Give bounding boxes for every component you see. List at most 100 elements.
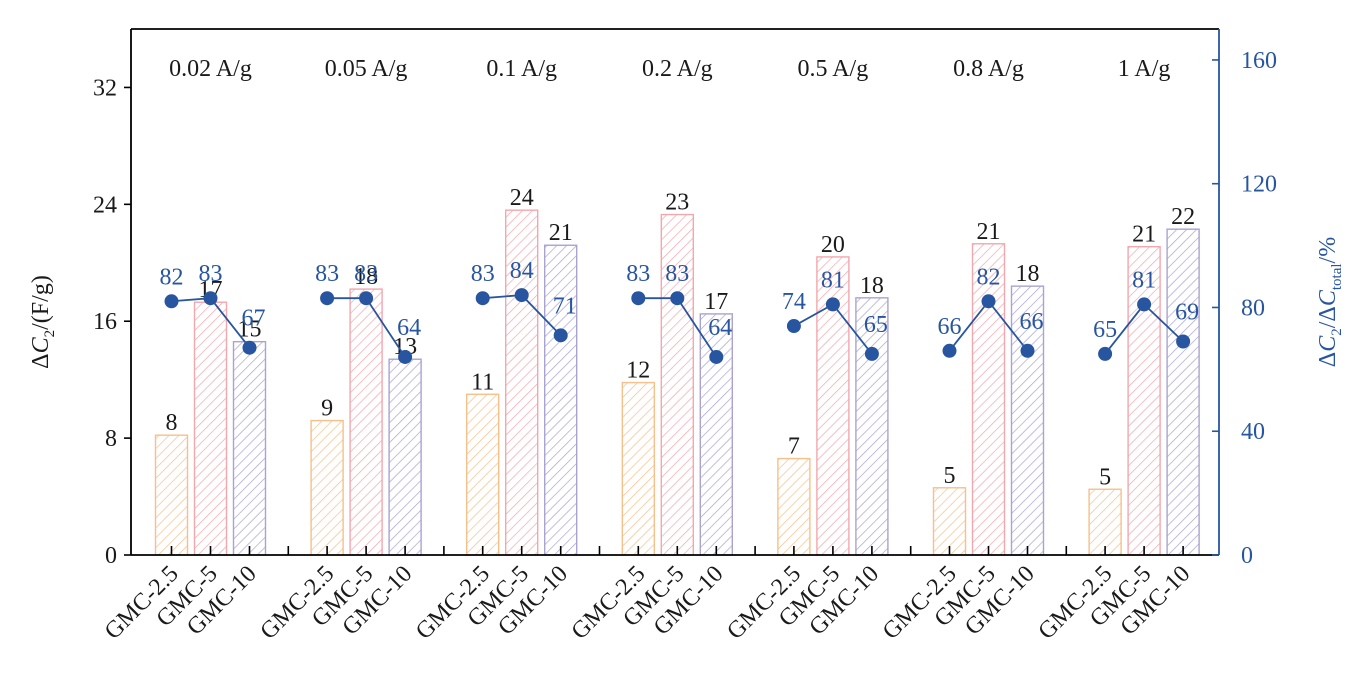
bar-gmc-5-6 — [971, 243, 1006, 556]
ratio-line-layer: 82 83 67 83 83 64 83 84 71 83 83 64 74 81 65 66 82 66 65 81… — [160, 258, 1199, 364]
bar-gmc-5-1 — [193, 301, 228, 556]
bar-value-label: 20 — [821, 232, 845, 258]
ratio-point — [709, 349, 724, 364]
bar-gmc-2.5-5 — [777, 457, 811, 556]
bar-value-label: 7 — [788, 434, 800, 460]
bar-gmc-10-3 — [544, 244, 578, 556]
ratio-value-label: 83 — [354, 261, 378, 287]
group-label: 1 A/g — [1118, 56, 1171, 82]
group-label: 0.5 A/g — [798, 56, 869, 82]
ratio-value-label: 83 — [315, 261, 339, 287]
ratio-point — [670, 291, 685, 306]
ratio-point — [864, 346, 879, 361]
ratio-point — [825, 297, 840, 312]
axes-layer: 0 8 16 24 32 0 40 80 120 160 — [93, 28, 1277, 569]
bar-value-label: 21 — [977, 219, 1001, 245]
ratio-value-label: 81 — [1132, 267, 1156, 293]
bar-value-label: 18 — [354, 264, 378, 290]
bar-gmc-10-1 — [232, 340, 267, 556]
ratio-point — [1176, 334, 1191, 349]
bar-value-label: 5 — [944, 463, 956, 489]
y2-axis-label: ΔC2/ΔCtotal/% — [1315, 237, 1345, 367]
ratio-point — [553, 328, 568, 343]
bar-gmc-2.5-6 — [932, 487, 967, 556]
bar-gmc-2.5-4 — [621, 381, 655, 556]
y-tick-label: 24 — [93, 192, 117, 218]
ratio-point — [786, 319, 801, 334]
group-label: 0.8 A/g — [953, 56, 1024, 82]
y-axis-label: ΔC2/(F/g) — [28, 275, 58, 369]
ratio-point — [942, 343, 957, 358]
bar-value-label: 8 — [166, 410, 178, 436]
group-label: 0.2 A/g — [642, 56, 713, 82]
ratio-value-label: 83 — [471, 261, 495, 287]
ratio-point — [514, 288, 529, 303]
bar-value-label: 23 — [665, 190, 689, 216]
ratio-value-label: 83 — [199, 261, 223, 287]
bar-value-label: 21 — [1132, 222, 1156, 248]
ratio-value-label: 66 — [938, 314, 962, 340]
ratio-value-label: 64 — [397, 315, 421, 341]
ratio-value-label: 69 — [1175, 300, 1199, 326]
bar-value-label: 17 — [704, 289, 728, 315]
bar-gmc-5-4 — [660, 213, 694, 556]
ratio-value-label: 84 — [510, 258, 534, 284]
group-label: 0.02 A/g — [169, 56, 252, 82]
ratio-point — [320, 291, 335, 306]
bars-layer — [154, 209, 1200, 556]
bar-gmc-10-2 — [388, 358, 422, 556]
bar-gmc-2.5-2 — [310, 419, 344, 556]
bar-value-label: 21 — [549, 220, 573, 246]
y2-tick-label: 80 — [1241, 295, 1265, 321]
ratio-value-label: 65 — [864, 312, 888, 338]
bar-value-label: 11 — [471, 369, 494, 395]
ratio-point — [164, 294, 179, 309]
ratio-value-label: 64 — [708, 315, 732, 341]
bar-gmc-2.5-3 — [466, 393, 500, 556]
ratio-value-label: 82 — [160, 264, 184, 290]
bar-value-label: 24 — [510, 185, 534, 211]
y2-tick-label: 40 — [1241, 419, 1265, 445]
ratio-point — [242, 340, 257, 355]
group-label: 0.1 A/g — [486, 56, 557, 82]
ratio-value-label: 74 — [782, 289, 806, 315]
ratio-value-label: 83 — [665, 261, 689, 287]
ratio-point — [475, 291, 490, 306]
bar-value-label: 5 — [1099, 464, 1111, 490]
ratio-point — [631, 291, 646, 306]
ratio-point — [398, 349, 413, 364]
ratio-point — [1137, 297, 1152, 312]
bar-value-label: 12 — [626, 358, 650, 384]
y-tick-label: 32 — [93, 75, 117, 101]
bar-value-label: 18 — [1016, 261, 1040, 287]
ratio-value-label: 71 — [553, 293, 577, 319]
bar-gmc-2.5-7 — [1088, 488, 1122, 556]
ratio-value-label: 67 — [242, 306, 266, 332]
ratio-point — [359, 291, 374, 306]
y2-tick-label: 120 — [1241, 172, 1277, 198]
ratio-point — [1098, 346, 1113, 361]
ratio-value-label: 66 — [1020, 309, 1044, 335]
bar-value-label: 18 — [860, 273, 884, 299]
y-tick-label: 0 — [105, 543, 117, 569]
bar-gmc-10-6 — [1010, 285, 1045, 556]
ratio-value-label: 81 — [821, 267, 845, 293]
bar-gmc-5-2 — [349, 288, 383, 556]
y2-tick-label: 0 — [1241, 543, 1253, 569]
group-label: 0.05 A/g — [325, 56, 408, 82]
y-tick-label: 16 — [93, 309, 117, 335]
bar-gmc-5-3 — [505, 209, 539, 556]
y2-tick-label: 160 — [1241, 48, 1277, 74]
y-tick-label: 8 — [105, 426, 117, 452]
ratio-value-label: 65 — [1093, 317, 1117, 343]
ratio-value-label: 83 — [626, 261, 650, 287]
bar-value-label: 9 — [321, 396, 333, 422]
group-labels: 0.02 A/g 0.05 A/g 0.1 A/g 0.2 A/g 0.5 A/g 0.8… — [169, 56, 1170, 82]
bar-value-label: 22 — [1171, 204, 1195, 230]
bar-gmc-2.5-1 — [154, 434, 189, 556]
ratio-point — [203, 291, 218, 306]
ratio-point — [1020, 343, 1035, 358]
ratio-value-label: 82 — [977, 264, 1001, 290]
